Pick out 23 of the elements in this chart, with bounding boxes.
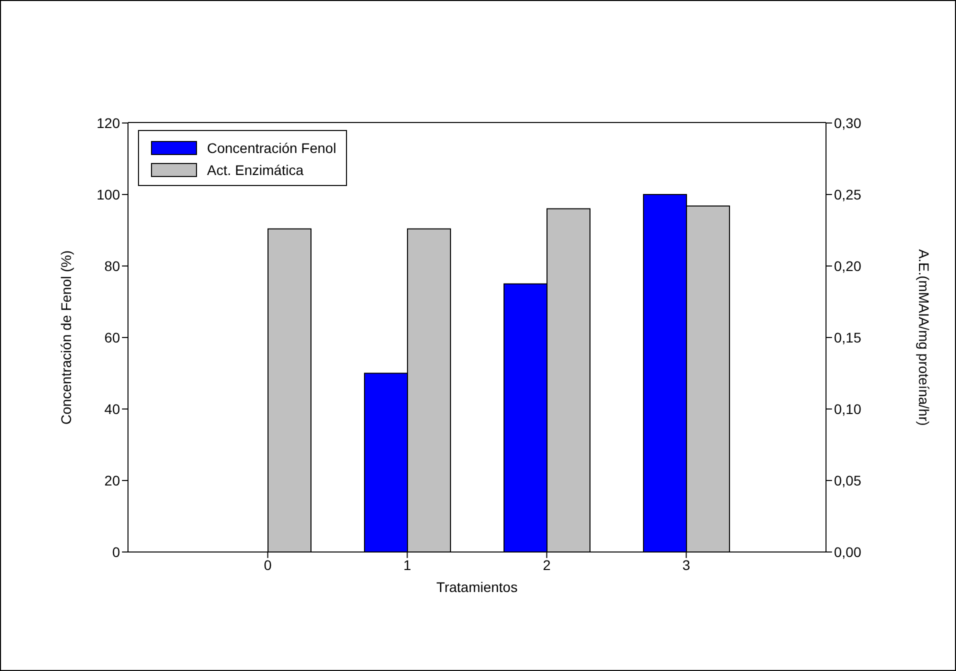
x-axis-title: Tratamientos <box>436 579 518 595</box>
x-tick-label: 1 <box>403 556 412 573</box>
y-tick-label: 120 <box>96 114 120 131</box>
y-tick-label: 20 <box>104 472 120 488</box>
y-tick-label: 80 <box>104 258 120 274</box>
y-axis-title: Concentración de Fenol (%) <box>58 250 74 425</box>
y-tick-label: 40 <box>104 400 120 417</box>
y2-axis-title: A.E.(mMAIA/mg proteína/hr) <box>916 249 932 426</box>
y2-tick-label: 0,30 <box>834 114 862 131</box>
y2-tick-label: 0,20 <box>834 258 862 274</box>
y-tick-label: 0 <box>112 544 120 560</box>
x-tick-label: 2 <box>542 556 551 573</box>
y2-tick-label: 0,00 <box>834 544 862 560</box>
y2-tick-label: 0,05 <box>834 472 862 488</box>
x-tick-label: 0 <box>264 556 272 573</box>
y-tick-label: 60 <box>104 329 120 346</box>
y2-tick-label: 0,15 <box>834 329 862 346</box>
legend-label: Act. Enzimática <box>207 162 304 178</box>
legend-label: Concentración Fenol <box>207 140 336 156</box>
y2-tick-label: 0,10 <box>834 400 862 417</box>
x-tick-label: 3 <box>682 556 690 573</box>
y-tick-label: 100 <box>96 186 120 202</box>
y2-tick-label: 0,25 <box>834 186 862 202</box>
